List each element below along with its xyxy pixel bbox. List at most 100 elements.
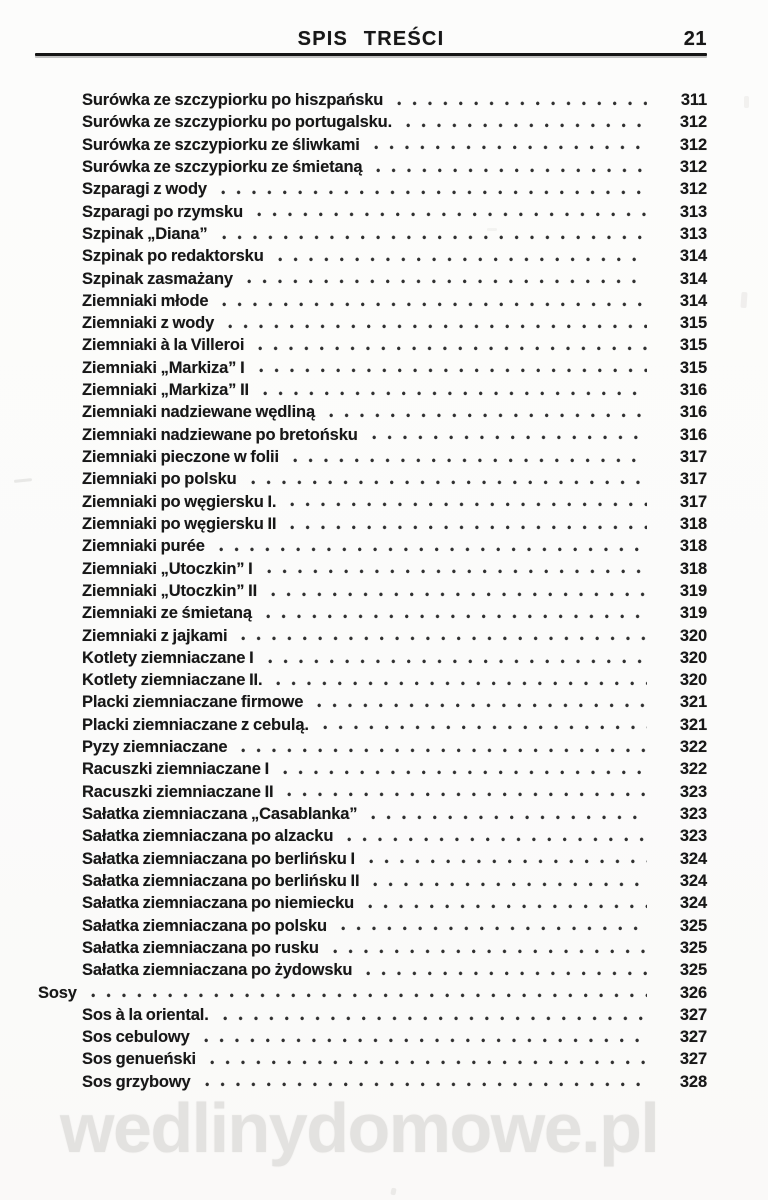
toc-entry-page: 325: [679, 961, 707, 980]
dot-leader: [368, 133, 647, 156]
toc-row: Ziemniaki nadziewane po bretońsku 316: [38, 423, 707, 446]
scan-artifact: [740, 291, 748, 309]
toc-entry-label: Sosy: [38, 983, 77, 1002]
toc-entry-label: Sałatka ziemniaczana „Casablanka”: [82, 805, 358, 823]
dot-leader: [262, 646, 647, 670]
toc-row: Ziemniaki „Markiza” I 315: [38, 356, 707, 380]
toc-row: Sos à la oriental. 327: [38, 1003, 707, 1027]
scan-artifact: [13, 478, 33, 483]
toc-entry-label: Sałatka ziemniaczana po żydowsku: [82, 961, 353, 980]
toc-entry-label: Szpinak zasmażany: [82, 269, 233, 288]
toc-row: Szpinak po redaktorsku 314: [38, 245, 707, 268]
toc-entry-label: Ziemniaki „Utoczkin” II: [82, 581, 258, 600]
toc-row: Ziemniaki po węgiersku II 318: [38, 512, 707, 536]
toc-entry-page: 324: [679, 849, 707, 868]
dot-leader: [261, 557, 647, 580]
dot-leader: [327, 936, 647, 960]
toc-entry-label: Racuszki ziemniaczane I: [82, 760, 270, 779]
toc-entry-page: 327: [679, 1005, 707, 1024]
toc-entry-page: 314: [679, 247, 707, 266]
dot-leader: [85, 981, 647, 1004]
toc-entry-page: 316: [679, 425, 707, 444]
toc-entry-label: Sos à la oriental.: [82, 1005, 209, 1024]
dot-leader: [253, 334, 647, 357]
toc-entry-label: Ziemniaki po węgiersku II: [82, 514, 277, 533]
toc-row: Ziemniaki à la Villeroi 315: [38, 334, 707, 357]
toc-row: Racuszki ziemniaczane I 322: [38, 758, 707, 781]
toc-entry-label: Ziemniaki z jajkami: [82, 626, 228, 645]
dot-leader: [272, 245, 647, 268]
toc-entry-page: 327: [679, 1028, 707, 1047]
toc-entry-page: 325: [679, 916, 707, 935]
toc-row: Pyzy ziemniaczane 322: [38, 736, 707, 759]
toc-entry-page: 320: [679, 648, 707, 667]
toc-entry-page: 326: [679, 983, 707, 1002]
toc-entry-label: Szparagi z wody: [82, 180, 207, 199]
toc-row: Sałatka ziemniaczana po berlińsku I 324: [38, 847, 707, 870]
toc-entry-label: Kotlety ziemniaczane I: [82, 648, 254, 667]
dot-leader: [363, 892, 647, 915]
toc-entry-page: 322: [679, 760, 707, 779]
toc-entry-label: Ziemniaki purée: [82, 537, 205, 556]
toc-row: Ziemniaki po polsku 317: [38, 468, 707, 491]
toc-entry-page: 320: [679, 626, 707, 645]
toc-row: Racuszki ziemniaczane II 323: [38, 780, 707, 803]
toc-entry-page: 318: [679, 514, 707, 533]
toc-entry-page: 323: [679, 782, 707, 801]
toc-row: Ziemniaki ze śmietaną 319: [38, 602, 707, 625]
dot-leader: [366, 803, 647, 826]
toc-row: Sos grzybowy 328: [38, 1070, 707, 1094]
toc-entry-label: Surówka ze szczypiorku po portugalsku.: [82, 113, 393, 132]
dot-leader: [342, 825, 647, 848]
toc-row: Surówka ze szczypiorku ze śmietaną 312: [38, 155, 707, 179]
dot-leader: [392, 89, 647, 112]
toc-entry-label: Sałatka ziemniaczana po alzacku: [82, 827, 334, 846]
toc-entry-label: Szparagi po rzymsku: [82, 202, 243, 221]
toc-row: Szpinak zasmażany 314: [38, 267, 707, 290]
dot-leader: [236, 736, 647, 759]
toc-row: Ziemniaki „Utoczkin” I 318: [38, 557, 707, 580]
toc-entry-label: Ziemniaki nadziewane po bretońsku: [82, 425, 358, 444]
dot-leader: [245, 468, 647, 491]
dot-leader: [236, 624, 647, 647]
toc-entry-label: Sałatka ziemniaczana po berlińsku II: [82, 871, 360, 890]
toc-entry-page: 315: [679, 358, 707, 377]
toc-entry-page: 321: [679, 693, 707, 712]
toc-entry-page: 313: [679, 202, 707, 221]
scan-artifact: [390, 1187, 397, 1196]
toc-row: Ziemniaki z jajkami 320: [38, 624, 707, 647]
toc-entry-page: 324: [679, 894, 707, 913]
toc-entry-page: 317: [679, 470, 707, 489]
toc-entry-label: Ziemniaki młode: [82, 291, 209, 310]
dot-leader: [253, 356, 647, 380]
toc-entry-page: 313: [679, 224, 707, 243]
dot-leader: [241, 267, 647, 290]
toc-row: Surówka ze szczypiorku po hiszpańsku 311: [38, 89, 707, 112]
dot-leader: [285, 490, 647, 513]
toc-entry-page: 319: [679, 581, 707, 600]
dot-leader: [366, 423, 647, 446]
toc-row: Kotlety ziemniaczane II. 320: [38, 669, 707, 692]
toc-entry-page: 316: [679, 403, 707, 422]
toc-entry-page: 311: [680, 91, 707, 109]
dot-leader: [199, 1070, 647, 1094]
toc-entry-label: Ziemniaki po polsku: [82, 470, 237, 489]
toc-entry-label: Sałatka ziemniaczana po rusku: [82, 938, 319, 957]
toc-entry-label: Sos genueński: [82, 1050, 196, 1069]
dot-leader: [312, 691, 647, 714]
toc-entry-label: Placki ziemniaczane z cebulą.: [82, 715, 309, 734]
toc-entry-label: Surówka ze szczypiorku po hiszpańsku: [82, 91, 384, 109]
page-title: SPIS TREŚCI: [297, 28, 445, 50]
dot-leader: [204, 1048, 647, 1071]
toc-entry-page: 312: [679, 180, 707, 199]
toc-entry-label: Kotlety ziemniaczane II.: [82, 671, 263, 690]
dot-leader: [198, 1026, 647, 1049]
toc-row: Kotlety ziemniaczane I 320: [38, 646, 707, 670]
dot-leader: [278, 758, 647, 781]
toc-row: Surówka ze szczypiorku ze śliwkami 312: [38, 133, 707, 156]
toc-entry-page: 324: [679, 871, 707, 890]
toc-row: Ziemniaki „Markiza” II 316: [38, 379, 707, 402]
watermark: wedlinydomowe.pl: [60, 1089, 660, 1167]
toc-entry-page: 312: [679, 157, 707, 176]
toc-entry-page: 315: [679, 336, 707, 355]
